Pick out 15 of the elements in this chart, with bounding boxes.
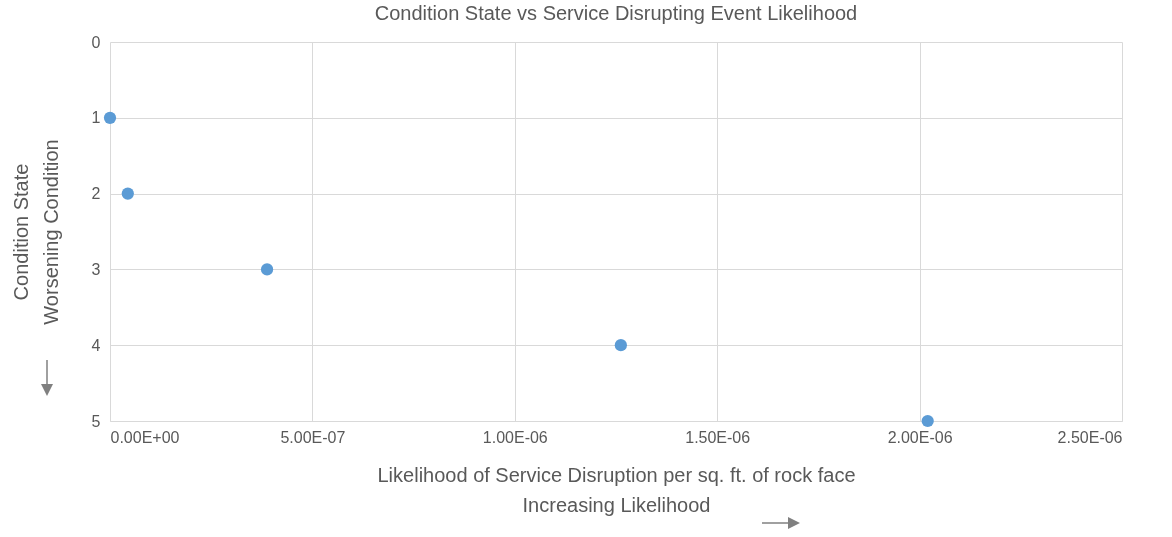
x-tick-label: 1.50E-06 bbox=[685, 428, 751, 446]
x-axis-title: Likelihood of Service Disruption per sq. ft. of rock face Increasing Likelihood bbox=[377, 463, 856, 516]
chart-title: Condition State vs Service Disrupting Event Likelihood bbox=[374, 2, 858, 24]
y-tick-label: 1 bbox=[91, 109, 101, 127]
x-tick-label: 2.00E-06 bbox=[887, 428, 953, 446]
x-tick-label: 0.00E+00 bbox=[110, 428, 180, 446]
x-tick-label: 1.00E-06 bbox=[482, 428, 548, 446]
y-tick-label: 3 bbox=[91, 260, 101, 278]
x-tick-label: 2.50E-06 bbox=[1057, 428, 1123, 446]
x-tick-label: 5.00E-07 bbox=[280, 428, 346, 446]
y-tick-label: 4 bbox=[91, 336, 101, 354]
y-tick-label: 2 bbox=[91, 185, 101, 203]
y-tick-label: 5 bbox=[91, 412, 101, 430]
y-axis-title: Condition State Worsening Condition bbox=[9, 139, 62, 325]
y-tick-label: 0 bbox=[91, 33, 101, 51]
